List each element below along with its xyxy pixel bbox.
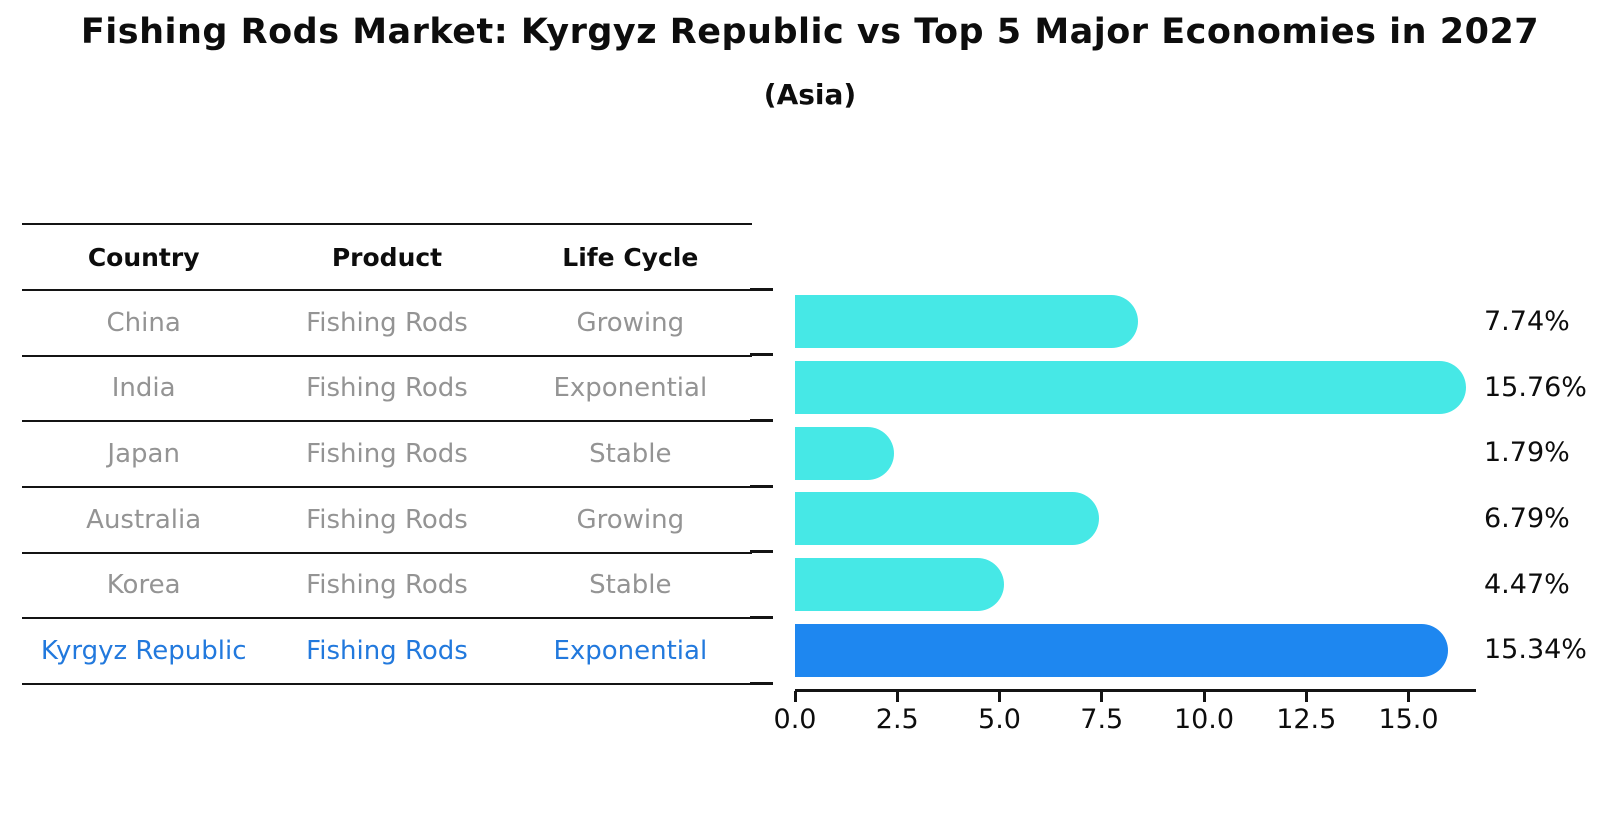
cell-product: Fishing Rods <box>306 373 468 404</box>
y-tick <box>750 353 773 357</box>
bar-india <box>795 361 1466 414</box>
cell-country: Japan <box>107 439 180 470</box>
cell-life-cycle: Exponential <box>553 636 708 667</box>
bar-value-label: 1.79% <box>1484 437 1570 469</box>
column-header-life-cycle: Life Cycle <box>562 242 699 272</box>
y-tick <box>750 287 773 291</box>
y-tick <box>750 681 773 685</box>
cell-country: Kyrgyz Republic <box>40 636 247 667</box>
table-row-india: India Fishing Rods Exponential <box>22 354 752 421</box>
x-tick-label: 12.5 <box>1276 704 1337 735</box>
table-row-korea: Korea Fishing Rods Stable <box>22 551 752 618</box>
bar-value-label: 7.74% <box>1484 305 1570 337</box>
x-tick-label: 7.5 <box>1080 704 1124 735</box>
x-tick <box>895 691 899 702</box>
cell-country: India <box>111 373 176 404</box>
chart-title: Fishing Rods Market: Kyrgyz Republic vs … <box>80 12 1540 52</box>
y-tick <box>750 418 773 422</box>
table-row-australia: Australia Fishing Rods Growing <box>22 485 752 552</box>
table-row-kyrgyz-republic: Kyrgyz Republic Fishing Rods Exponential <box>22 617 752 683</box>
x-tick <box>1202 691 1206 702</box>
x-tick <box>998 691 1001 702</box>
cell-product: Fishing Rods <box>306 636 468 667</box>
y-tick <box>750 484 773 488</box>
cell-product: Fishing Rods <box>306 570 468 601</box>
table-header-row: Country Product Life Cycle <box>22 223 752 289</box>
cell-life-cycle: Growing <box>576 307 685 338</box>
bar-value-label: 15.34% <box>1484 634 1587 666</box>
cell-product: Fishing Rods <box>306 307 468 338</box>
cell-life-cycle: Stable <box>589 439 672 470</box>
x-axis-line <box>795 689 1476 692</box>
cell-life-cycle: Growing <box>576 504 685 535</box>
y-tick <box>750 550 773 554</box>
x-tick-label: 0.0 <box>773 704 817 735</box>
bar-value-label: 15.76% <box>1484 371 1587 403</box>
y-tick <box>750 615 773 619</box>
x-tick-label: 15.0 <box>1378 704 1439 735</box>
cell-product: Fishing Rods <box>306 439 468 470</box>
cell-life-cycle: Stable <box>589 570 672 601</box>
cell-product: Fishing Rods <box>306 504 468 535</box>
bar-australia <box>795 492 1099 546</box>
table-row-china: China Fishing Rods Growing <box>22 289 752 355</box>
bar-china <box>795 295 1138 349</box>
bar-japan <box>795 426 895 480</box>
country-table: Country Product Life Cycle China Fishing… <box>22 223 752 685</box>
x-tick <box>1407 691 1410 702</box>
column-header-country: Country <box>87 242 200 272</box>
x-tick-label: 2.5 <box>875 704 919 735</box>
x-tick <box>1100 691 1104 702</box>
cell-country: Australia <box>86 504 202 535</box>
cell-country: Korea <box>106 570 181 601</box>
cell-life-cycle: Exponential <box>553 373 708 404</box>
x-tick <box>793 691 797 702</box>
table-row-japan: Japan Fishing Rods Stable <box>22 420 752 486</box>
x-tick-label: 10.0 <box>1173 704 1235 735</box>
x-tick <box>1304 691 1308 702</box>
chart-subtitle: (Asia) <box>763 78 857 111</box>
cell-country: China <box>106 307 181 338</box>
bar-kyrgyz-republic <box>795 623 1449 677</box>
bar-korea <box>795 558 1004 611</box>
x-tick-label: 5.0 <box>978 704 1021 735</box>
bar-value-label: 6.79% <box>1484 502 1570 534</box>
column-header-product: Product <box>331 242 443 272</box>
bar-value-label: 4.47% <box>1484 568 1570 600</box>
